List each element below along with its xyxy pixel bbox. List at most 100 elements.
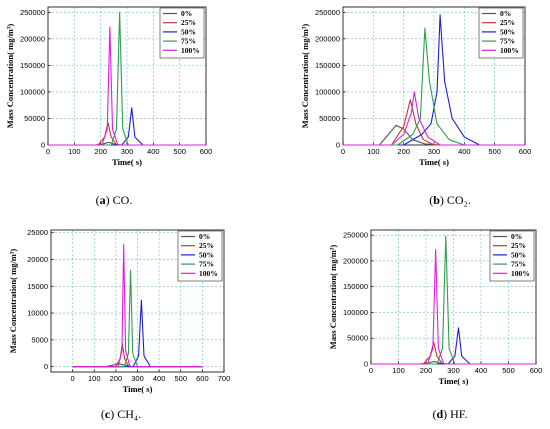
legend-label: 100% [500, 46, 519, 55]
legend-label: 75% [511, 260, 526, 269]
y-tick-label: 250000 [343, 231, 368, 240]
x-tick-label: 100 [88, 374, 101, 383]
legend-label: 75% [500, 37, 515, 46]
series-line [72, 243, 203, 368]
caption-text: CH₄. [117, 407, 141, 421]
y-tick-label: 200000 [343, 256, 368, 265]
y-tick-label: 150000 [20, 61, 45, 70]
caption-paren: ( [101, 407, 105, 421]
chart-panel: 0 100 200 300 400 500 600 0 50000 100000 150000 200… [300, 6, 532, 207]
series-line [343, 27, 525, 146]
series-line [371, 327, 536, 365]
legend-label: 25% [199, 241, 214, 250]
legend-label: 50% [181, 27, 196, 36]
series-line [371, 249, 536, 365]
panel-caption: (b) CO₂. [429, 193, 471, 207]
x-tick-label: 600 [519, 147, 532, 156]
series-line [48, 107, 206, 146]
legend-box [478, 7, 524, 59]
x-tick-label: 200 [94, 147, 107, 156]
x-tick-label: 700 [218, 374, 231, 383]
x-tick-label: 100 [392, 366, 405, 375]
x-tick-label: 0 [341, 147, 345, 156]
x-tick-label: 500 [174, 374, 187, 383]
y-tick-label: 0 [41, 141, 45, 150]
legend-label: 25% [181, 18, 196, 27]
legend-label: 25% [511, 241, 526, 250]
caption-paren: ) [110, 407, 117, 421]
x-tick-label: 400 [458, 147, 471, 156]
y-tick-label: 0 [44, 362, 48, 371]
series-line [343, 99, 525, 146]
x-axis-title: Time( s) [439, 376, 469, 386]
y-tick-label: 20000 [27, 255, 48, 264]
x-axis-title: Time( s) [112, 157, 142, 167]
y-tick-label: 50000 [319, 114, 340, 123]
chart-panel: 0 100 200 300 400 500 600 700 0 5000 10000 15000 200… [8, 228, 230, 421]
caption-paren: ( [429, 193, 433, 207]
x-tick-label: 200 [420, 366, 433, 375]
legend-label: 75% [181, 37, 196, 46]
caption-letter: b [433, 193, 440, 207]
x-axis-title: Time( s) [123, 384, 153, 394]
caption-paren: ( [96, 193, 100, 207]
x-tick-label: 300 [447, 366, 460, 375]
caption-paren: ) [106, 193, 113, 207]
y-tick-label: 100000 [343, 308, 368, 317]
y-axis-title: Mass Concentration( mg/m³) [8, 249, 18, 354]
y-axis-title: Mass Concentration( mg/m³) [300, 24, 310, 129]
series-line [48, 26, 206, 146]
series-line [343, 14, 525, 146]
legend-box [489, 230, 535, 282]
x-tick-label: 500 [502, 366, 515, 375]
x-tick-label: 100 [367, 147, 380, 156]
panel-caption: (c) CH₄. [101, 407, 141, 421]
caption-text: HF. [450, 407, 467, 421]
series-line [343, 91, 525, 146]
x-tick-label: 300 [428, 147, 441, 156]
x-tick-label: 300 [131, 374, 144, 383]
caption-letter: d [436, 407, 443, 421]
y-tick-label: 5000 [31, 335, 48, 344]
y-tick-label: 200000 [315, 34, 340, 43]
legend-label: 25% [500, 18, 515, 27]
y-tick-label: 25000 [27, 228, 48, 237]
caption-letter: c [105, 407, 111, 421]
y-tick-label: 100000 [315, 87, 340, 96]
y-tick-label: 150000 [343, 282, 368, 291]
x-tick-label: 200 [397, 147, 410, 156]
x-tick-label: 0 [369, 366, 373, 375]
x-tick-label: 400 [475, 366, 488, 375]
y-tick-label: 15000 [27, 282, 48, 291]
x-tick-label: 300 [121, 147, 134, 156]
legend-label: 0% [500, 9, 511, 18]
x-tick-label: 100 [68, 147, 81, 156]
x-tick-label: 400 [153, 374, 166, 383]
x-axis-title: Time( s) [419, 157, 449, 167]
y-axis-title: Mass Concentration( mg/m³) [5, 24, 15, 129]
x-tick-label: 400 [147, 147, 160, 156]
y-axis-title: Mass Concentration( mg/m³) [328, 245, 338, 350]
y-tick-label: 150000 [315, 61, 340, 70]
x-tick-label: 500 [173, 147, 186, 156]
legend-box [159, 7, 205, 59]
y-tick-label: 0 [364, 360, 368, 369]
legend-box [177, 230, 223, 282]
x-tick-label: 0 [71, 374, 75, 383]
legend-label: 100% [181, 46, 200, 55]
legend-label: 0% [181, 9, 192, 18]
x-tick-label: 200 [110, 374, 123, 383]
legend-label: 50% [500, 27, 515, 36]
chart-panel: 0 100 200 300 400 500 600 0 50000 100000 150000 200… [328, 229, 543, 421]
chart-panel: 0 100 200 300 400 500 600 0 50000 100000 150000 200… [5, 6, 213, 207]
x-tick-label: 600 [200, 147, 213, 156]
y-tick-label: 50000 [24, 114, 45, 123]
y-tick-label: 0 [336, 141, 340, 150]
x-tick-label: 600 [196, 374, 209, 383]
y-tick-label: 100000 [20, 87, 45, 96]
legend-label: 0% [511, 232, 522, 241]
legend-label: 0% [199, 232, 210, 241]
caption-text: CO₂. [447, 193, 471, 207]
x-tick-label: 600 [530, 366, 543, 375]
